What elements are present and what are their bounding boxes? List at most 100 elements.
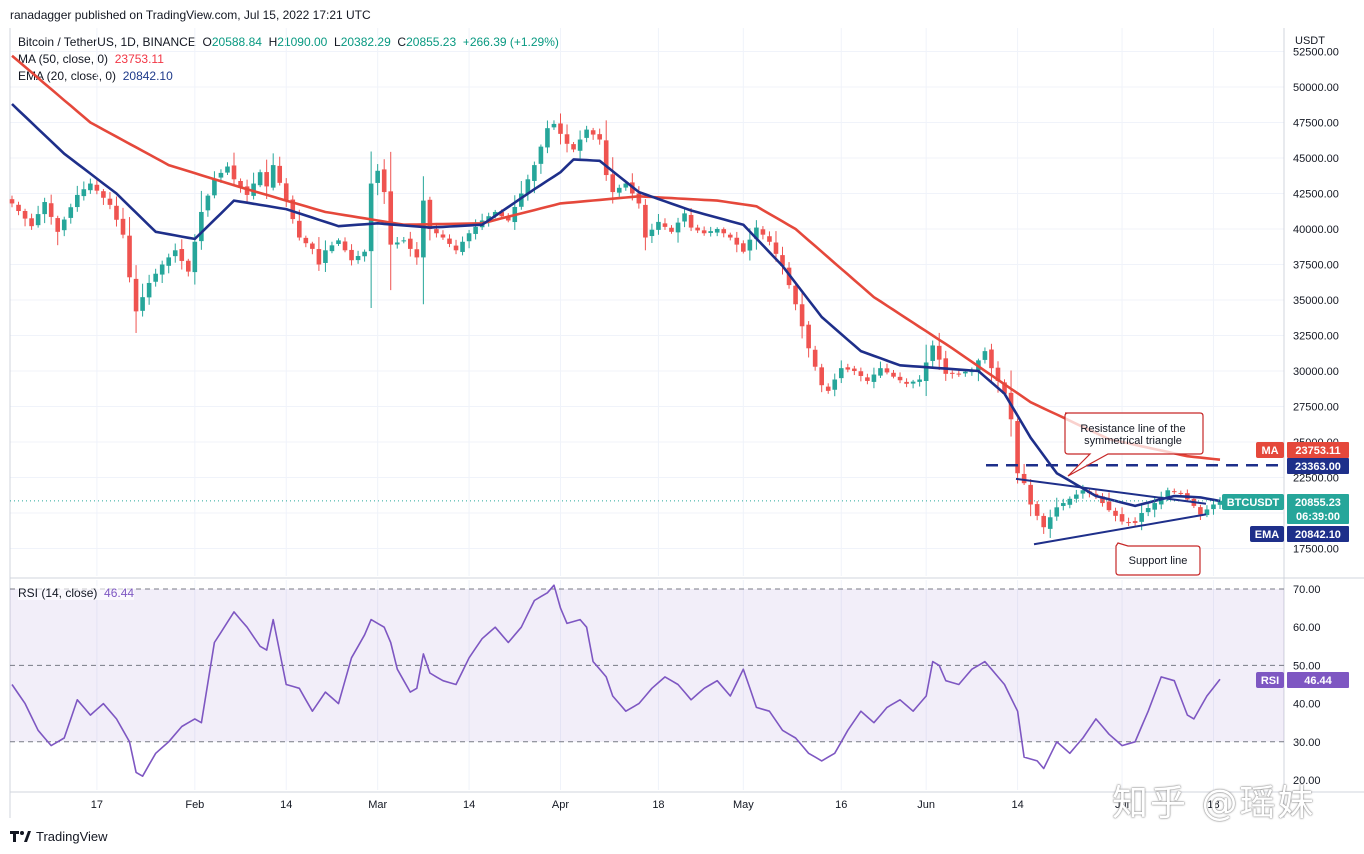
rsi-tag-bg xyxy=(1256,672,1284,688)
price-tick-label: 50000.00 xyxy=(1293,82,1339,94)
candle-body xyxy=(172,250,178,257)
candle-body xyxy=(734,237,740,245)
candle-body xyxy=(35,214,41,226)
time-tick-label: 14 xyxy=(463,799,475,811)
candle-body xyxy=(159,264,165,275)
ma-tag-bg xyxy=(1256,442,1284,458)
high-value: 21090.00 xyxy=(277,35,328,49)
price-tick-label: 40000.00 xyxy=(1293,224,1339,236)
candle-body xyxy=(884,368,890,373)
time-tick-label: Jul xyxy=(1115,799,1129,811)
grid-lines xyxy=(10,28,1284,790)
time-tick-label: 16 xyxy=(835,799,847,811)
candle-body xyxy=(42,202,47,215)
candle-body xyxy=(662,223,668,227)
triangle-support-line xyxy=(1033,513,1207,546)
candle-body xyxy=(466,233,472,242)
ema-tag-bg xyxy=(1250,526,1284,542)
candle-body xyxy=(852,368,857,371)
level-price-badge-text: 23363.00 xyxy=(1295,461,1341,473)
triangle-resistance-line xyxy=(1015,477,1207,505)
btc-tag-text: BTCUSDT xyxy=(1227,497,1280,509)
candle-body xyxy=(1119,514,1125,522)
symbol-legend: Bitcoin / TetherUS, 1D, BINANCE O20588.8… xyxy=(18,35,559,49)
btc-tag: BTCUSDT xyxy=(1222,494,1284,510)
price-tick-label: 37500.00 xyxy=(1293,260,1339,272)
btc-price-badge: 20855.23 06:39:00 xyxy=(1287,494,1349,524)
candle-body xyxy=(1067,498,1073,505)
price-tick-label: 30000.00 xyxy=(1293,366,1339,378)
watermark: 知乎 @瑶妹 xyxy=(1112,783,1316,824)
ma-tag: MA xyxy=(1256,442,1284,458)
time-tick-label: 14 xyxy=(280,799,292,811)
ma-value: 23753.11 xyxy=(114,52,164,66)
rsi-tick-label: 60.00 xyxy=(1293,622,1321,634)
candle-body xyxy=(290,199,296,220)
rsi-tick-label: 30.00 xyxy=(1293,737,1321,749)
rsi-value-badge: 46.44 xyxy=(1287,672,1349,688)
candle-body xyxy=(212,179,217,196)
price-tick-label: 27500.00 xyxy=(1293,402,1339,414)
candle-body xyxy=(316,249,322,265)
candle-body xyxy=(375,170,380,183)
time-tick-label: Feb xyxy=(185,799,204,811)
candle-body xyxy=(48,203,54,217)
candle-body xyxy=(1100,496,1105,504)
candle-body xyxy=(1034,504,1040,516)
rsi-line xyxy=(11,584,1221,778)
rsi-tick-label: 70.00 xyxy=(1293,584,1321,596)
candle-body xyxy=(1198,507,1203,515)
candle-body xyxy=(127,235,132,278)
candle-body xyxy=(838,368,844,379)
candle-body xyxy=(910,381,916,384)
rsi-tick-label: 40.00 xyxy=(1293,699,1321,711)
price-axis-currency: USDT xyxy=(1295,35,1325,47)
rsi-legend: RSI (14, close) 46.44 xyxy=(18,586,135,600)
change-value: +266.39 (+1.29%) xyxy=(462,35,559,49)
tradingview-logo-icon xyxy=(10,830,31,842)
candle-body xyxy=(519,193,524,207)
candle-body xyxy=(368,183,374,252)
candle-body xyxy=(819,367,824,386)
candle-body xyxy=(1041,515,1046,528)
time-tick-label: Jun xyxy=(917,799,935,811)
time-tick-label: May xyxy=(733,799,754,811)
candle-body xyxy=(767,236,772,242)
candle-body xyxy=(1074,494,1079,499)
symbol-name: Bitcoin / TetherUS, 1D, BINANCE xyxy=(18,35,196,49)
candle-body xyxy=(427,199,433,229)
candle-body xyxy=(538,146,544,164)
candle-body xyxy=(74,194,80,208)
candle-body xyxy=(643,204,648,238)
support-callout-text: Support line xyxy=(1129,555,1188,567)
ma-price-badge-bg xyxy=(1287,442,1349,458)
candle-body xyxy=(989,349,994,369)
candle-body xyxy=(257,172,263,186)
rsi-band xyxy=(10,589,1284,742)
candle-body xyxy=(81,189,87,197)
candle-body xyxy=(616,187,622,193)
candle-body xyxy=(1204,509,1210,516)
candle-body xyxy=(936,345,942,360)
price-tick-label: 35000.00 xyxy=(1293,295,1339,307)
price-tick-label: 22500.00 xyxy=(1293,473,1339,485)
ema-value: 20842.10 xyxy=(122,69,173,83)
candle-body xyxy=(29,218,34,227)
candle-body xyxy=(238,180,243,188)
candle-body xyxy=(799,304,805,327)
candle-body xyxy=(917,379,922,382)
tradingview-footer[interactable]: TradingView xyxy=(10,829,108,844)
candle-body xyxy=(303,237,309,244)
candle-body xyxy=(114,205,119,220)
candle-body xyxy=(525,179,531,194)
candle-body xyxy=(1002,382,1007,394)
candle-body xyxy=(453,245,459,251)
level-price-badge: 23363.00 xyxy=(1287,458,1349,474)
candle-body xyxy=(688,214,694,228)
candle-body xyxy=(551,123,557,128)
candle-body xyxy=(9,199,15,204)
ma-label: MA (50, close, 0) xyxy=(18,52,109,66)
candle-body xyxy=(414,249,420,258)
